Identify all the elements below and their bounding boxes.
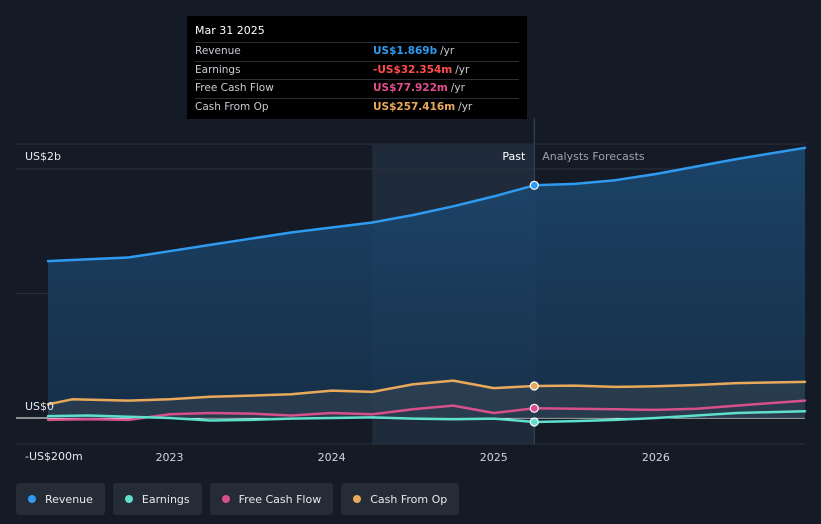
tooltip-label: Cash From Op — [195, 100, 269, 113]
legend-dot-icon — [28, 495, 36, 503]
legend-label: Cash From Op — [370, 492, 448, 506]
revenue-marker — [529, 180, 539, 190]
y-tick-label: US$2b — [25, 150, 61, 163]
legend-dot-icon — [353, 495, 362, 503]
earnings-marker — [529, 417, 539, 427]
axis-label-layer: US$2b US$0 -US$200m 2023 2024 2025 2026 Past Ana… — [25, 150, 670, 464]
x-tick-label: 2026 — [642, 451, 670, 464]
legend-item-free-cash-flow[interactable]: Free Cash Flow — [209, 483, 334, 515]
forecast-label: Analysts Forecasts — [542, 150, 645, 163]
legend-item-cash-from-op[interactable]: Cash From Op — [341, 483, 460, 515]
free-cash-flow-marker — [529, 403, 539, 413]
tooltip-row-free-cash-flow: Free Cash Flow US$77.922m /yr — [195, 79, 519, 98]
revenue-area — [48, 147, 805, 419]
tooltip-value: -US$32.354m — [373, 63, 453, 76]
y-tick-label: -US$200m — [25, 450, 83, 463]
tooltip-value: US$77.922m — [373, 82, 448, 94]
tooltip-row-revenue: Revenue US$1.869b /yr — [195, 42, 519, 61]
tooltip-label: Free Cash Flow — [195, 82, 274, 94]
tooltip-value: US$1.869b — [373, 45, 438, 57]
tooltip-label: Earnings — [195, 63, 241, 76]
revenue-line — [46, 146, 807, 263]
tooltip-unit: /yr — [455, 63, 470, 76]
legend-item-revenue[interactable]: Revenue — [16, 483, 105, 515]
cash-from-op-marker — [529, 381, 539, 391]
x-tick-label: 2024 — [318, 451, 346, 464]
series-layer — [46, 146, 807, 424]
legend-dot-icon — [124, 495, 133, 503]
legend-label: Revenue — [45, 492, 93, 506]
tooltip-row-cash-from-op: Cash From Op US$257.416m /yr — [195, 97, 519, 117]
legend-item-earnings[interactable]: Earnings — [112, 483, 202, 515]
tooltip-unit: /yr — [458, 100, 473, 113]
y-tick-label: US$0 — [25, 400, 54, 413]
chart-legend: Revenue Earnings Free Cash Flow Cash Fro… — [16, 483, 460, 515]
tooltip-value: US$257.416m — [373, 100, 456, 113]
legend-dot-icon — [221, 495, 230, 503]
marker-layer — [529, 180, 539, 427]
tooltip-label: Revenue — [195, 45, 241, 57]
x-tick-label: 2023 — [156, 451, 184, 464]
tooltip-date: Mar 31 2025 — [195, 24, 265, 37]
past-label: Past — [502, 150, 526, 163]
tooltip-row-earnings: Earnings -US$32.354m /yr — [195, 60, 519, 80]
tooltip-unit: /yr — [440, 45, 455, 57]
earnings-line — [46, 409, 807, 424]
cash-from-op-line — [46, 379, 807, 406]
x-tick-label: 2025 — [480, 451, 508, 464]
data-tooltip: Mar 31 2025 Revenue US$1.869b /yr Earnin… — [187, 16, 527, 119]
legend-label: Earnings — [141, 492, 190, 506]
tooltip-unit: /yr — [450, 82, 465, 94]
legend-label: Free Cash Flow — [238, 492, 322, 506]
free-cash-flow-line — [46, 399, 807, 422]
